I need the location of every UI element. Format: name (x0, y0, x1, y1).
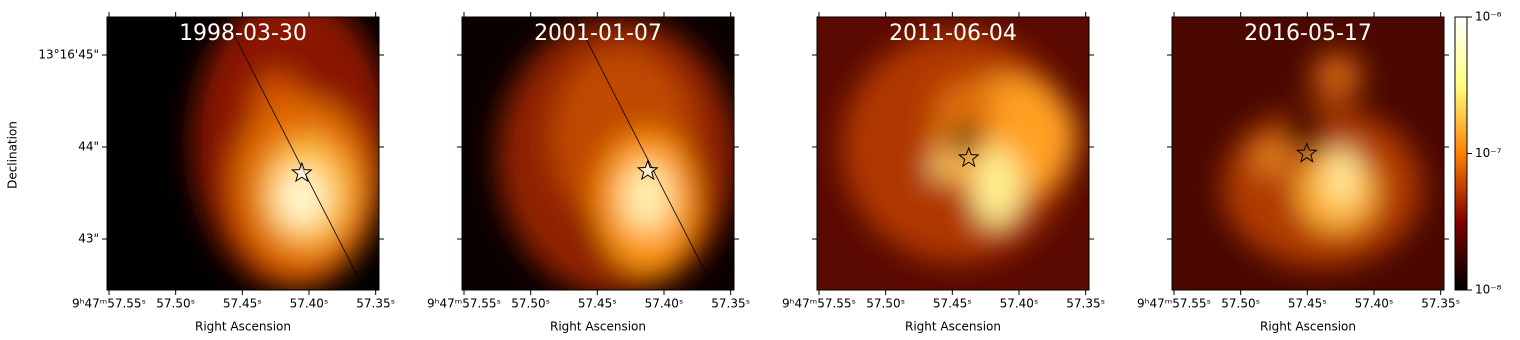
x-axis-label: Right Ascension (1260, 320, 1356, 334)
x-tick-label: 57.40ˢ (1000, 297, 1039, 311)
colorbar-tick-label: 10⁻⁶ (1475, 10, 1502, 24)
star-marker (1295, 142, 1318, 163)
image (817, 17, 1089, 290)
x-tick-label: 57.50ˢ (511, 297, 550, 311)
star-marker (957, 146, 980, 168)
y-tick-label: 13°16'45" (38, 48, 99, 62)
x-tick-label: 57.50ˢ (156, 297, 195, 311)
image (1172, 17, 1444, 290)
slit-line (574, 17, 716, 290)
x-tick-label: 57.45ˢ (223, 297, 262, 311)
x-tick-label: 57.35ˢ (711, 297, 750, 311)
panel-title: 2016-05-17 (1244, 21, 1372, 46)
x-tick-label: 9ʰ47ᵐ57.55ˢ (782, 297, 856, 311)
x-tick-label: 57.40ˢ (645, 297, 684, 311)
panel: 2001-01-07 9ʰ47ᵐ57.55ˢ 57.50ˢ 57.45ˢ 57.40ˢ 5… (427, 12, 750, 334)
star-marker (290, 161, 313, 183)
x-tick-label: 57.35ˢ (1066, 297, 1105, 311)
x-tick-label: 57.45ˢ (1288, 297, 1327, 311)
panel: 2011-06-04 9ʰ47ᵐ57.55ˢ 57.50ˢ 57.45ˢ 57.40ˢ 5… (782, 12, 1105, 334)
x-tick-label: 57.50ˢ (866, 297, 905, 311)
x-tick-label: 57.40ˢ (1355, 297, 1394, 311)
y-axis-label: Declination (6, 121, 20, 189)
x-tick-label: 57.35ˢ (356, 297, 395, 311)
x-axis-label: Right Ascension (550, 320, 646, 334)
colorbar-tick-label: 10⁻⁸ (1475, 283, 1502, 297)
image (462, 17, 734, 290)
x-tick-label: 57.45ˢ (578, 297, 617, 311)
image (107, 17, 379, 290)
frame (816, 16, 1090, 291)
x-tick-label: 9ʰ47ᵐ57.55ˢ (427, 297, 501, 311)
frame (1171, 16, 1445, 291)
colorbar-tick-label: 10⁻⁷ (1475, 146, 1502, 160)
panel-title: 2011-06-04 (889, 21, 1017, 46)
frame (106, 16, 380, 291)
frame (461, 16, 735, 291)
panel-title: 1998-03-30 (179, 21, 307, 46)
x-tick-label: 57.50ˢ (1221, 297, 1260, 311)
star-marker (636, 159, 659, 181)
colorbar (1454, 16, 1468, 291)
x-tick-label: 57.45ˢ (933, 297, 972, 311)
panel: 2016-05-17 9ʰ47ᵐ57.55ˢ 57.50ˢ 57.45ˢ 57.40ˢ 5… (1137, 12, 1460, 334)
y-tick-label: 43" (78, 232, 99, 246)
panel-title: 2001-01-07 (534, 21, 662, 46)
slit-line (224, 17, 365, 290)
x-tick-label: 57.40ˢ (290, 297, 329, 311)
panel: 1998-03-30 9ʰ47ᵐ57.55ˢ 57.50ˢ 57.45ˢ 57.40ˢ 5… (38, 12, 395, 334)
x-tick-label: 9ʰ47ᵐ57.55ˢ (72, 297, 146, 311)
x-axis-label: Right Ascension (905, 320, 1001, 334)
y-tick-label: 44" (78, 140, 99, 154)
x-tick-label: 9ʰ47ᵐ57.55ˢ (1137, 297, 1211, 311)
x-axis-label: Right Ascension (195, 320, 291, 334)
x-tick-label: 57.35ˢ (1421, 297, 1460, 311)
